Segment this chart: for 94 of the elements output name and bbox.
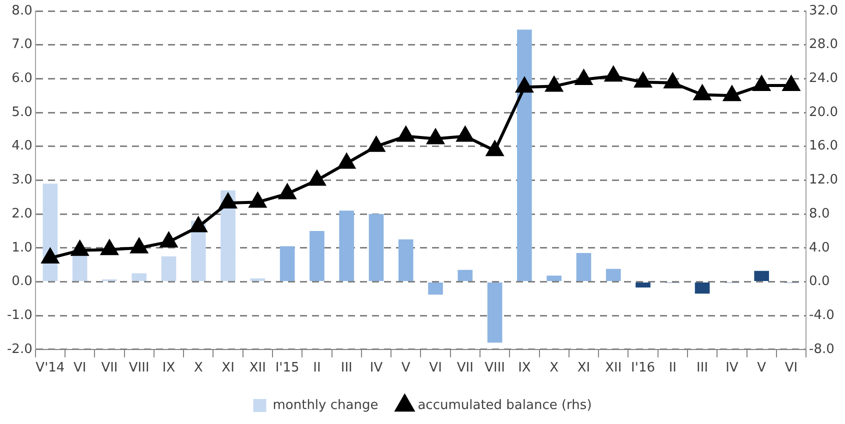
y-tick-label: 0.0 xyxy=(12,274,32,290)
y-tick-label: 8.0 xyxy=(12,3,32,18)
point xyxy=(368,136,385,152)
point xyxy=(516,78,533,93)
y2-tick-label: 4.0 xyxy=(809,240,830,256)
y-tick-label: -2.0 xyxy=(6,342,32,357)
x-tick-label: XI xyxy=(577,360,590,376)
bar xyxy=(517,30,532,281)
bar xyxy=(694,282,710,294)
bar xyxy=(754,270,770,281)
bar xyxy=(132,273,147,281)
x-tick-label: I'16 xyxy=(631,360,655,376)
point xyxy=(71,240,88,256)
x-tick-label: III xyxy=(340,360,352,376)
x-tick-label: XII xyxy=(605,360,622,376)
y2-tick-label: 0.0 xyxy=(809,274,830,290)
x-tick-label: X xyxy=(550,360,559,376)
point xyxy=(753,76,770,91)
bar xyxy=(161,256,176,281)
legend-label: monthly change xyxy=(272,398,378,413)
point xyxy=(604,66,622,82)
point xyxy=(278,184,296,200)
bar xyxy=(576,252,592,281)
x-tick-label: VI xyxy=(429,360,442,376)
x-tick-label: VI xyxy=(784,360,798,376)
y-tick-label: -1.0 xyxy=(6,308,32,323)
point xyxy=(427,129,444,144)
bar xyxy=(368,214,384,281)
bar xyxy=(636,282,650,288)
x-tick-label: XI xyxy=(222,360,234,376)
point xyxy=(694,85,711,100)
point xyxy=(782,76,800,91)
x-tick-label: V'14 xyxy=(36,360,65,376)
x-tick-label: III xyxy=(696,360,708,376)
bar xyxy=(280,246,295,281)
bar xyxy=(428,282,443,295)
y-tick-label: 3.0 xyxy=(12,172,32,188)
bar xyxy=(250,278,266,281)
point xyxy=(664,73,682,88)
point xyxy=(160,232,178,248)
x-tick-label: VII xyxy=(101,360,118,376)
x-tick-label: VIII xyxy=(484,360,506,376)
x-tick-label: VII xyxy=(456,360,474,376)
y2-tick-label: 20.0 xyxy=(809,104,838,120)
x-tick-label: V xyxy=(757,360,766,376)
bar xyxy=(458,270,473,281)
point xyxy=(308,170,326,186)
point xyxy=(575,70,592,86)
y2-tick-label: 12.0 xyxy=(809,172,838,188)
y-tick-label: 5.0 xyxy=(12,104,32,120)
point xyxy=(456,126,474,142)
y-tick-label: 4.0 xyxy=(12,138,32,154)
y-tick-label: 2.0 xyxy=(12,206,32,222)
bar xyxy=(398,239,414,281)
x-tick-label: IV xyxy=(370,360,383,376)
point xyxy=(634,72,652,88)
x-tick-label: VI xyxy=(73,360,86,376)
bar xyxy=(606,268,621,281)
point xyxy=(546,76,563,92)
point xyxy=(249,192,266,208)
x-tick-label: X xyxy=(194,360,203,376)
y-tick-label: 6.0 xyxy=(12,71,32,86)
bar xyxy=(487,282,502,343)
y2-tick-label: 24.0 xyxy=(809,71,838,86)
point xyxy=(338,154,356,169)
y-tick-label: 1.0 xyxy=(12,240,32,256)
bar xyxy=(339,210,354,281)
point xyxy=(130,238,148,254)
point xyxy=(101,240,118,256)
x-tick-label: IX xyxy=(518,360,531,376)
y-tick-label: 7.0 xyxy=(12,37,32,52)
x-tick-label: XII xyxy=(249,360,266,376)
point xyxy=(724,86,740,102)
legend-label: accumulated balance (rhs) xyxy=(418,398,592,413)
point xyxy=(397,126,414,142)
point xyxy=(42,248,59,264)
point xyxy=(220,194,236,209)
y2-tick-label: -4.0 xyxy=(809,308,834,323)
y2-tick-label: -8.0 xyxy=(809,342,834,357)
x-tick-label: II xyxy=(668,360,676,376)
point xyxy=(190,217,207,232)
x-tick-label: IV xyxy=(726,360,738,376)
y2-tick-label: 32.0 xyxy=(809,3,838,18)
x-tick-label: II xyxy=(313,360,321,376)
point xyxy=(486,141,504,156)
y2-tick-label: 16.0 xyxy=(809,138,838,154)
x-tick-label: I'15 xyxy=(275,360,300,376)
x-tick-label: IX xyxy=(162,360,176,376)
y2-tick-label: 8.0 xyxy=(809,206,830,222)
x-tick-label: VIII xyxy=(128,360,150,376)
bar xyxy=(546,276,562,281)
y2-tick-label: 28.0 xyxy=(809,37,838,52)
x-tick-label: V xyxy=(401,360,410,376)
bar xyxy=(310,230,324,281)
